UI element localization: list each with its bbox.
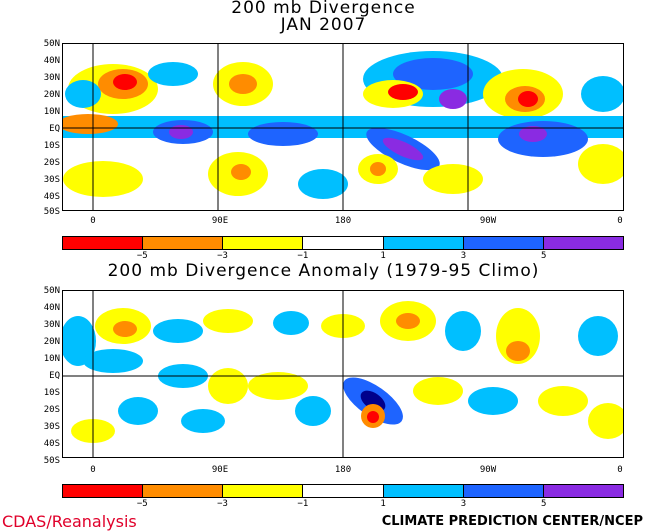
map2-shading: [63, 301, 623, 443]
colorbar-tick-label: −3: [217, 499, 228, 509]
map1-lat-label: 30N: [43, 73, 60, 83]
colorbar-segment: [223, 485, 304, 497]
colorbar-segment: [223, 237, 304, 249]
colorbar-tick-label: 5: [540, 499, 547, 509]
colorbar-tick-label: −1: [297, 251, 309, 261]
map1-shading: [63, 51, 623, 199]
map2-lat-label: 30S: [43, 422, 60, 432]
map2-lon-label: 0: [90, 465, 96, 475]
colorbar-segment: [383, 485, 464, 497]
map1-lat-label: 10N: [43, 107, 60, 117]
map2-lat-label: 10N: [43, 354, 60, 364]
map2-lon-label: 0: [617, 465, 623, 475]
colorbar-tick-label: −1: [297, 499, 309, 509]
map1-gridlines: [63, 44, 623, 210]
colorbar-tick-label: 3: [460, 499, 467, 509]
map2-lat-label: 10S: [43, 388, 60, 398]
colorbar-tick-label: −5: [136, 251, 148, 261]
colorbar-segment: [543, 485, 623, 497]
map1-lon-label: 0: [90, 216, 96, 226]
colorbar-segment: [303, 237, 384, 249]
map1-lat-label: 50N: [43, 39, 60, 49]
panel1-title: 200 mb Divergence: [231, 0, 416, 18]
map2-lat-label: 50N: [43, 286, 60, 296]
colorbar-tick-label: 1: [380, 499, 386, 509]
colorbar-segment: [463, 237, 544, 249]
map1-lat-label: 50S: [43, 207, 60, 217]
credit-label: CLIMATE PREDICTION CENTER/NCEP: [381, 514, 643, 529]
colorbar-tick-label: −3: [217, 251, 228, 261]
map2-lat-label: 40S: [43, 439, 60, 449]
colorbar-segment: [143, 485, 224, 497]
map2-lat-label: 50S: [43, 456, 60, 466]
map1-lon-label: 0: [617, 216, 623, 226]
map1-lat-label: 40S: [43, 192, 60, 202]
map2-lon-label: 90E: [211, 465, 229, 475]
divergence-map-field: [63, 44, 623, 210]
colorbar-tick-label: −5: [136, 499, 148, 509]
colorbar-segment: [383, 237, 464, 249]
map2-lat-label: 40N: [43, 303, 60, 313]
map2-lat-label: EQ: [49, 371, 60, 381]
map1-lon-label: 90W: [479, 216, 497, 226]
map2-lat-label: 20N: [43, 337, 60, 347]
colorbar-tick-label: 3: [460, 251, 467, 261]
map1-lat-label: 10S: [43, 141, 60, 151]
map1-lon-label: 90E: [211, 216, 229, 226]
source-label: CDAS/Reanalysis: [2, 512, 137, 531]
map1-lat-label: 40N: [43, 56, 60, 66]
map2-lat-label: 20S: [43, 405, 60, 415]
panel2-title: 200 mb Divergence Anomaly (1979-95 Climo…: [107, 261, 540, 281]
colorbar-tick-label: 5: [540, 251, 547, 261]
map2-lon-label: 90W: [479, 465, 497, 475]
divergence-anomaly-map-field: [63, 291, 623, 457]
map1-lat-label: 30S: [43, 175, 60, 185]
map1-lat-label: 20S: [43, 158, 60, 168]
divergence-anomaly-map: [62, 290, 624, 458]
panel1-subtitle: JAN 2007: [280, 15, 367, 35]
map1-lon-label: 180: [334, 216, 352, 226]
colorbar-segment: [543, 237, 623, 249]
map2-lon-label: 180: [334, 465, 352, 475]
map2-gridlines: [63, 291, 623, 457]
map2-lat-label: 30N: [43, 320, 60, 330]
colorbar-tick-label: 1: [380, 251, 386, 261]
map1-lat-label: 20N: [43, 90, 60, 100]
colorbar-segment: [303, 485, 384, 497]
colorbar-segment: [463, 485, 544, 497]
colorbar-segment: [63, 237, 144, 249]
colorbar-1: [62, 236, 624, 250]
colorbar-2: [62, 484, 624, 498]
colorbar-segment: [143, 237, 224, 249]
map1-lat-label: EQ: [49, 124, 60, 134]
colorbar-segment: [63, 485, 144, 497]
divergence-map: [62, 43, 624, 211]
